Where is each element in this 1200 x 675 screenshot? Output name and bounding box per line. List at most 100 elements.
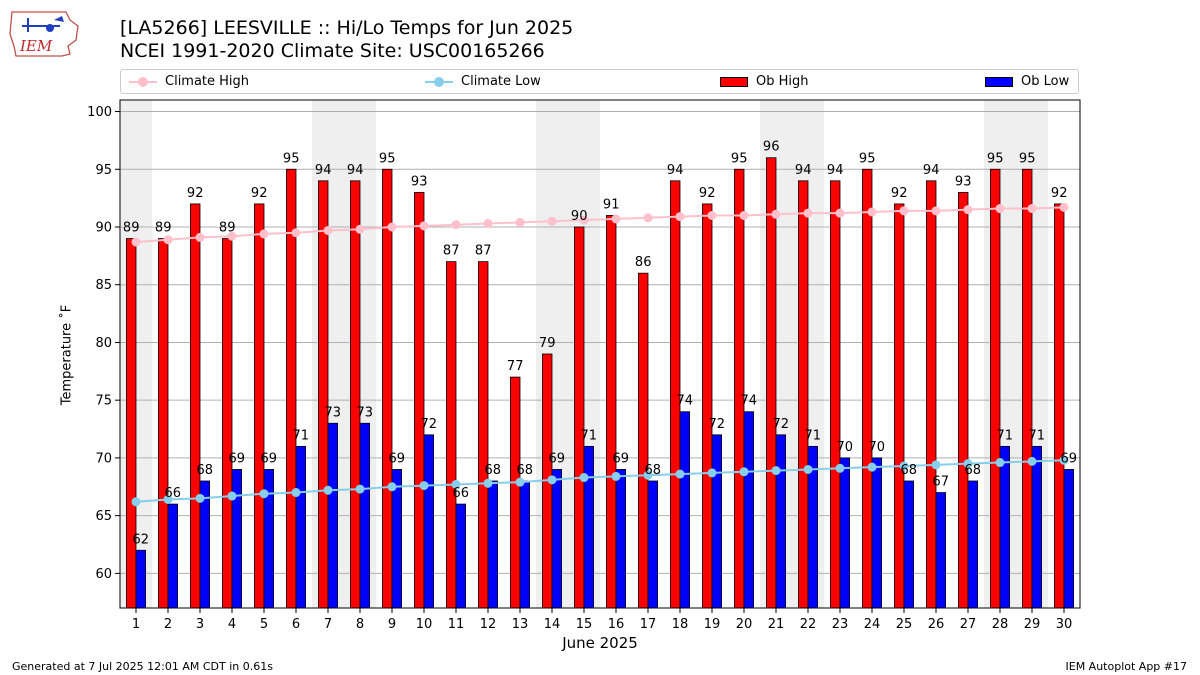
ob-low-bar	[583, 445, 595, 609]
ob-low-bar	[615, 469, 627, 609]
climate-low-point	[579, 473, 589, 483]
ob-high-swatch	[720, 76, 748, 87]
legend-item-ob-high: Ob High	[720, 70, 809, 93]
x-tick-label: 16	[608, 617, 625, 632]
climate-high-swatch	[129, 76, 157, 88]
ob-low-value-label: 66	[453, 486, 470, 501]
ob-high-bar	[413, 191, 425, 609]
ob-low-value-label: 69	[261, 451, 278, 466]
climate-high-point	[963, 205, 973, 215]
app-label: IEM Autoplot App #17	[1065, 660, 1188, 673]
climate-high-point	[771, 209, 781, 219]
legend: Climate High Climate Low Ob High Ob Low	[120, 69, 1079, 94]
ob-low-bar	[519, 480, 531, 609]
x-tick-label: 14	[544, 617, 561, 632]
ob-low-value-label: 71	[997, 428, 1014, 443]
climate-high-point	[1027, 204, 1037, 214]
ob-high-bar	[349, 180, 361, 609]
ob-low-value-label: 66	[165, 486, 182, 501]
ob-high-bar	[798, 180, 809, 609]
climate-high-line	[135, 206, 1065, 244]
climate-high-point	[643, 213, 653, 223]
y-tick-label: 80	[95, 336, 112, 351]
y-tick-label: 75	[95, 394, 112, 409]
ob-low-value-label: 68	[645, 463, 662, 478]
ob-high-bar	[445, 261, 457, 609]
ob-high-bar	[606, 215, 617, 609]
ob-high-bar	[317, 180, 329, 609]
climate-low-point	[131, 497, 141, 507]
ob-low-value-label: 62	[133, 532, 150, 547]
climate-high-point	[707, 210, 717, 220]
ob-low-value-label: 71	[1029, 428, 1046, 443]
chart-subtitle: NCEI 1991-2020 Climate Site: USC00165266	[120, 40, 545, 62]
y-axis-label: Temperature ˚F	[59, 304, 75, 406]
ob-high-value-label: 79	[539, 336, 556, 351]
ob-high-bar	[157, 238, 169, 609]
ob-low-bar	[135, 549, 147, 609]
x-tick-label: 2	[164, 617, 172, 632]
ob-high-bar	[990, 168, 1001, 609]
ob-high-value-label: 93	[411, 174, 428, 189]
legend-item-climate-low: Climate Low	[425, 70, 541, 93]
x-tick-label: 3	[196, 617, 204, 632]
ob-high-bar	[126, 238, 137, 609]
climate-low-point	[803, 464, 813, 474]
climate-low-point	[227, 491, 237, 501]
climate-high-point	[515, 217, 525, 227]
legend-label-climate-high: Climate High	[165, 74, 250, 89]
climate-high-point	[227, 231, 237, 241]
ob-low-value-label: 69	[389, 451, 406, 466]
climate-high-point	[163, 235, 173, 245]
climate-high-point	[1059, 202, 1069, 212]
ob-low-value-label: 72	[773, 417, 790, 432]
ob-low-bar	[1031, 445, 1043, 609]
climate-low-point	[675, 469, 685, 479]
climate-low-point	[931, 460, 941, 470]
x-tick-label: 18	[672, 617, 689, 632]
x-tick-label: 8	[356, 617, 364, 632]
y-tick-label: 65	[95, 509, 112, 524]
climate-high-point	[387, 222, 397, 232]
x-tick-label: 27	[960, 617, 977, 632]
climate-high-point	[419, 221, 429, 231]
climate-low-point	[739, 467, 749, 477]
ob-low-value-label: 73	[325, 405, 342, 420]
ob-low-value-label: 70	[869, 440, 886, 455]
ob-low-bar	[903, 480, 915, 609]
ob-low-value-label: 71	[805, 428, 822, 443]
climate-high-point	[931, 206, 941, 216]
ob-high-value-label: 94	[795, 163, 812, 178]
x-tick-label: 4	[228, 617, 236, 632]
ob-high-bar	[862, 168, 873, 609]
ob-high-bar	[926, 180, 937, 609]
ob-low-bar	[455, 503, 467, 609]
ob-high-value-label: 89	[155, 221, 172, 236]
x-tick-label: 21	[768, 617, 785, 632]
ob-high-value-label: 94	[923, 163, 940, 178]
x-tick-label: 30	[1056, 617, 1073, 632]
ob-high-value-label: 95	[731, 151, 748, 166]
y-tick-label: 60	[95, 567, 112, 582]
ob-low-value-label: 68	[901, 463, 918, 478]
ob-low-bar	[231, 469, 243, 609]
ob-high-value-label: 94	[667, 163, 684, 178]
ob-high-value-label: 90	[571, 209, 588, 224]
climate-high-point	[355, 224, 365, 234]
climate-high-point	[739, 210, 749, 220]
ob-low-bar	[839, 457, 851, 609]
climate-low-point	[451, 479, 461, 489]
ob-high-value-label: 95	[1019, 151, 1036, 166]
x-tick-label: 11	[448, 617, 465, 632]
climate-low-point	[355, 484, 365, 494]
ob-low-value-label: 67	[933, 475, 950, 490]
logo-text: IEM	[19, 37, 53, 55]
climate-high-point	[995, 204, 1005, 214]
climate-low-point	[835, 463, 845, 473]
ob-high-bar	[574, 226, 585, 609]
x-tick-label: 1	[132, 617, 140, 632]
climate-low-point	[163, 494, 173, 504]
ob-high-value-label: 95	[987, 151, 1004, 166]
x-tick-label: 6	[292, 617, 300, 632]
